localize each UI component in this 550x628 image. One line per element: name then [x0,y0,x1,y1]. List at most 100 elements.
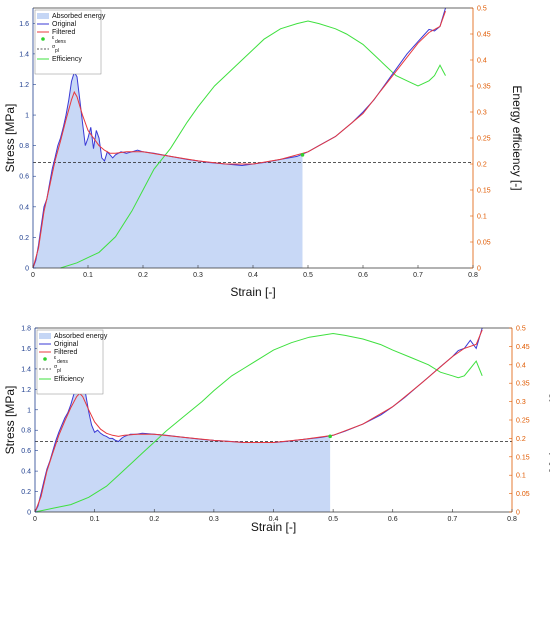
y-left-tick-label: 1.6 [21,346,31,353]
y-left-tick-label: 1.8 [21,326,31,333]
legend-label-filtered: Filtered [52,29,75,36]
legend-label-pl: pl [57,368,61,374]
y-right-tick-label: 0.15 [477,188,491,195]
x-tick-label: 0.3 [209,516,219,523]
y-left-tick-label: 0.8 [21,428,31,435]
y-right-tick-label: 0.1 [477,214,487,221]
y-right-tick-label: 0.05 [477,240,491,247]
legend-label-sigma: σ [54,364,58,370]
legend-label-original: Original [52,21,77,28]
legend-swatch-absorbed [37,13,49,19]
x-tick-label: 0.8 [468,272,478,279]
y-right-tick-label: 0.45 [516,344,530,351]
series-efficiency-line [60,20,446,269]
x-tick-label: 0.7 [448,516,458,523]
y-left-tick-label: 0 [27,510,31,517]
legend-label-sigma: σ [52,44,56,50]
y-left-tick-label: 0.4 [21,469,31,476]
densification-point [328,434,332,439]
y-left-tick-label: 1.4 [21,366,31,373]
x-tick-label: 0.6 [388,516,398,523]
legend-swatch-absorbed [39,333,51,339]
chart-panel-top: 0 0.1 0.2 0.3 0.4 0.5 0.6 0.7 0.8 0 0.2 0.4 0.6 0.8 1 1… [3,6,524,300]
x-tick-label: 0.2 [138,272,148,279]
x-axis-label: Strain [-] [230,285,275,299]
x-tick-label: 0.7 [413,272,423,279]
legend-label-absorbed-energy: Absorbed energy [52,13,106,20]
y-left-tick-label: 0.6 [19,174,29,181]
legend-label-dens: dens [55,39,66,45]
series-efficiency-line [34,332,483,513]
legend-box [34,9,102,75]
y-right-tick-label: 0.4 [477,58,487,65]
series-filtered-line [34,329,483,513]
y-right-tick-label: 0.25 [516,418,530,425]
y-right-tick-label: 0.2 [516,436,526,443]
y-right-tick-label: 0.5 [516,326,526,333]
legend-label-original: Original [54,341,79,348]
x-axis-label: Strain [-] [251,520,296,534]
legend-label-epsilon: ε [54,355,57,361]
y-right-tick-label: 0.2 [477,162,487,169]
x-tick-label: 0.4 [248,272,258,279]
y-right-tick-label: 0.35 [477,84,491,91]
y-right-tick-label: 0 [477,266,481,273]
y-right-tick-label: 0.15 [516,454,530,461]
y-right-tick-label: 0.05 [516,491,530,498]
y-right-tick-label: 0.5 [477,6,487,13]
x-tick-label: 0.8 [507,516,517,523]
densification-point [300,153,305,157]
y-left-tick-label: 0.2 [21,489,31,496]
y-left-tick-label: 1 [27,407,31,414]
absorbed-energy-area [33,72,303,268]
y-axis-left-label: Stress [MPa] [3,386,17,455]
y-left-tick-label: 1 [25,113,29,120]
legend-label-epsilon: ε [52,35,55,41]
y-axis-left-label: Stress [MPa] [3,104,17,173]
y-right-tick-label: 0.3 [516,399,526,406]
legend-swatch-densification [41,37,45,41]
y-left-tick-label: 0.8 [19,143,29,150]
chart-panel-bottom: 0 0.1 0.2 0.3 0.4 0.5 0.6 0.7 0.8 0 0.2 0.4 0.6 0.8 1 1… [0,314,550,628]
y-right-tick-label: 0.25 [477,136,491,143]
y-right-tick-label: 0 [516,510,520,517]
y-left-tick-label: 1.4 [19,51,29,58]
y-right-tick-label: 0.1 [516,473,526,480]
x-tick-label: 0.1 [90,516,100,523]
y-left-tick-label: 1.2 [19,82,29,89]
y-right-tick-label: 0.4 [516,362,526,369]
x-tick-label: 0 [31,272,35,279]
x-tick-label: 0.1 [83,272,93,279]
y-right-tick-label: 0.3 [477,110,487,117]
x-tick-label: 0.6 [358,272,368,279]
legend-label-efficiency: Efficiency [52,56,82,63]
x-tick-label: 0 [33,516,37,523]
y-left-tick-label: 0 [25,266,29,273]
legend-box [36,329,104,395]
x-tick-label: 0.5 [328,516,338,523]
y-axis-right-label: Energy efficiency [-] [510,85,524,190]
y-left-tick-label: 1.6 [19,21,29,28]
x-tick-label: 0.4 [269,516,279,523]
y-right-tick-label: 0.45 [477,32,491,39]
y-right-tick-label: 0.35 [516,381,530,388]
legend-label-dens: dens [57,359,68,365]
y-left-tick-label: 0.4 [19,204,29,211]
legend-swatch-densification [43,357,47,361]
chart-svg-top: 0 0.1 0.2 0.3 0.4 0.5 0.6 0.7 0.800.20.40.60.811… [3,6,524,300]
x-tick-label: 0.3 [193,272,203,279]
x-tick-label: 0.2 [149,516,159,523]
chart-svg-bottom: 0 0.1 0.2 0.3 0.4 0.5 0.6 0.7 0.800.20.40.60.811… [3,326,550,535]
legend-label-filtered: Filtered [54,349,77,356]
y-left-tick-label: 1.2 [21,387,31,394]
y-left-tick-label: 0.6 [21,448,31,455]
legend-label-efficiency: Efficiency [54,376,84,383]
y-left-tick-label: 0.2 [19,235,29,242]
series-filtered-line [32,10,446,269]
absorbed-energy-area [35,379,331,512]
x-tick-label: 0.5 [303,272,313,279]
legend-label-pl: pl [55,48,59,54]
legend-label-absorbed-energy: Absorbed energy [54,333,108,340]
